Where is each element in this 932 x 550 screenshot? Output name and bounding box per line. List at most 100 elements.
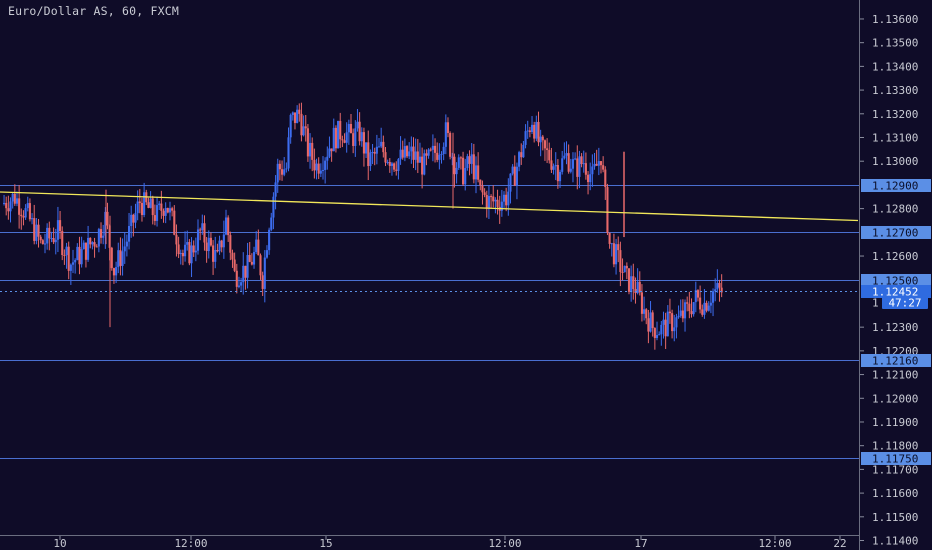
candle-body: [675, 317, 678, 328]
candle-body: [694, 290, 697, 303]
candle-body: [623, 265, 626, 273]
countdown-bg: [882, 296, 928, 309]
candle-body: [147, 202, 150, 208]
candle-body: [207, 237, 210, 252]
candle-body: [414, 151, 417, 160]
candle-body: [576, 158, 579, 177]
candle-body: [457, 157, 460, 168]
candle-body: [615, 244, 618, 265]
candle-body: [444, 122, 447, 147]
candle-body: [67, 246, 70, 271]
y-tick-label: 1.13500: [872, 37, 918, 50]
candle-body: [446, 122, 450, 133]
price-axis[interactable]: 1.13600 1.13500 1.13400 1.13300 1.13200 1.131…: [860, 13, 931, 548]
candle-body: [597, 161, 600, 166]
candle-body: [382, 141, 385, 153]
candle-body: [43, 243, 47, 245]
y-tick-label: 1.13400: [872, 60, 918, 73]
y-tick-label: 1.13300: [872, 84, 918, 97]
candle-body: [95, 246, 98, 248]
candle-body: [119, 250, 122, 266]
candle-body: [371, 151, 374, 153]
candle-body: [434, 145, 437, 153]
candle-body: [69, 264, 72, 271]
candle-body: [487, 196, 490, 209]
y-tick-label: 1.11600: [872, 487, 918, 500]
candle-body: [567, 153, 570, 172]
candle-body: [255, 239, 258, 253]
y-tick-label: 1.11400: [872, 535, 918, 548]
horizontal-levels: [0, 185, 860, 459]
candle-body: [173, 210, 176, 235]
level-label-bg: [861, 226, 931, 239]
candle-body: [408, 151, 411, 157]
candle-body: [522, 144, 525, 158]
candle-body: [630, 276, 633, 292]
candle-body: [401, 149, 404, 158]
candle-body: [632, 276, 635, 289]
candle-body: [110, 247, 113, 269]
candle-body: [621, 271, 624, 273]
candle-body: [76, 246, 79, 261]
current-price-label: 1.12452: [872, 286, 918, 299]
x-tick-label: 15: [319, 537, 332, 550]
candle-body: [358, 121, 361, 142]
time-axis[interactable]: 10 12:00 15 12:00 17 12:00 22: [53, 536, 847, 550]
candle-body: [673, 327, 676, 332]
candle-body: [328, 148, 331, 157]
candle-body: [390, 163, 393, 166]
candle-body: [201, 223, 204, 231]
candle-body: [153, 215, 156, 221]
candle-body: [554, 165, 557, 167]
candle-body: [33, 218, 36, 241]
candle-body: [653, 328, 656, 339]
candle-body: [472, 154, 475, 180]
candle-body: [97, 229, 100, 247]
candle-body: [59, 220, 62, 232]
y-tick-label: 1.12300: [872, 321, 918, 334]
candle-body: [515, 166, 518, 186]
candle-body: [233, 259, 236, 271]
candle-body: [647, 318, 650, 332]
candle-body: [507, 191, 510, 206]
candle-body: [93, 242, 96, 247]
candle-body: [326, 156, 329, 161]
candle-body: [205, 242, 208, 252]
candle-body: [658, 334, 661, 336]
candle-body: [375, 146, 378, 154]
candle-body: [593, 163, 596, 167]
candle-body: [24, 208, 27, 218]
candle-body: [431, 145, 434, 150]
candle-body: [707, 305, 710, 311]
candle-body: [470, 154, 473, 164]
candle-body: [244, 265, 247, 278]
candle-body: [278, 163, 281, 170]
candle-body: [485, 194, 488, 209]
candle-body: [548, 149, 551, 161]
candle-body: [332, 127, 335, 152]
candle-body: [80, 249, 83, 265]
trendline[interactable]: [0, 191, 859, 222]
x-tick-label: 10: [53, 537, 66, 550]
candle-body: [280, 169, 284, 175]
candle-body: [714, 289, 717, 292]
candle-body: [595, 163, 598, 166]
candle-body: [134, 213, 137, 223]
level-label-bg: [861, 452, 931, 465]
candle-body: [479, 179, 482, 186]
candle-body: [175, 234, 178, 245]
candle-body: [203, 223, 206, 243]
candle-body: [151, 198, 154, 216]
candle-body: [41, 240, 44, 244]
candle-body: [405, 146, 409, 157]
candle-body: [235, 270, 238, 287]
candle-body: [541, 136, 544, 141]
candle-body: [222, 234, 225, 248]
candle-body: [716, 283, 719, 290]
candle-body: [645, 309, 648, 319]
countdown-prefix: 1: [872, 297, 879, 310]
candle-body: [15, 198, 19, 204]
countdown-label: 47:27: [888, 297, 921, 310]
